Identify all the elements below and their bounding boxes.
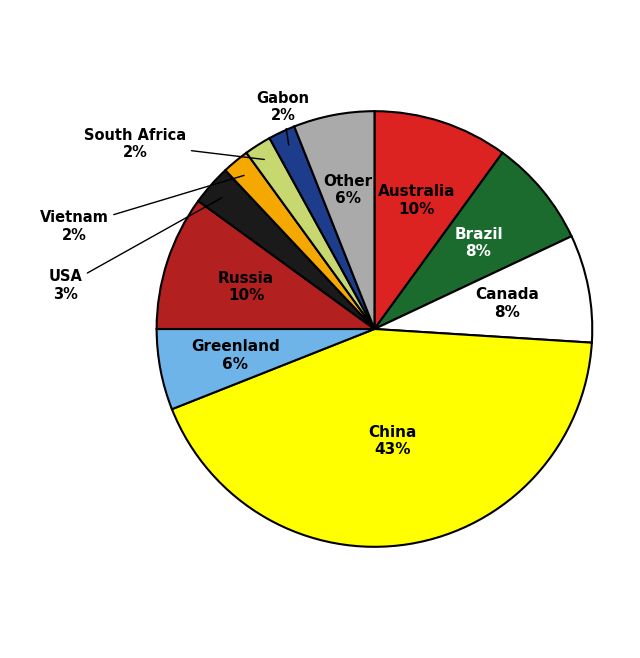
Wedge shape xyxy=(198,170,374,329)
Wedge shape xyxy=(374,111,502,329)
Text: Vietnam
2%: Vietnam 2% xyxy=(40,176,244,243)
Wedge shape xyxy=(374,153,572,329)
Wedge shape xyxy=(269,126,374,329)
Wedge shape xyxy=(225,153,374,329)
Wedge shape xyxy=(294,111,374,329)
Text: Russia
10%: Russia 10% xyxy=(218,271,274,303)
Text: Canada
8%: Canada 8% xyxy=(475,288,539,320)
Wedge shape xyxy=(157,201,374,329)
Text: South Africa
2%: South Africa 2% xyxy=(84,128,264,160)
Wedge shape xyxy=(172,329,592,547)
Text: USA
3%: USA 3% xyxy=(48,198,221,301)
Text: Brazil
8%: Brazil 8% xyxy=(454,227,503,259)
Text: China
43%: China 43% xyxy=(368,424,417,457)
Wedge shape xyxy=(246,138,374,329)
Wedge shape xyxy=(157,329,374,409)
Text: Gabon
2%: Gabon 2% xyxy=(257,91,310,145)
Text: Australia
10%: Australia 10% xyxy=(378,184,455,216)
Wedge shape xyxy=(374,236,592,343)
Text: Other
6%: Other 6% xyxy=(323,174,372,206)
Text: Greenland
6%: Greenland 6% xyxy=(191,340,280,372)
